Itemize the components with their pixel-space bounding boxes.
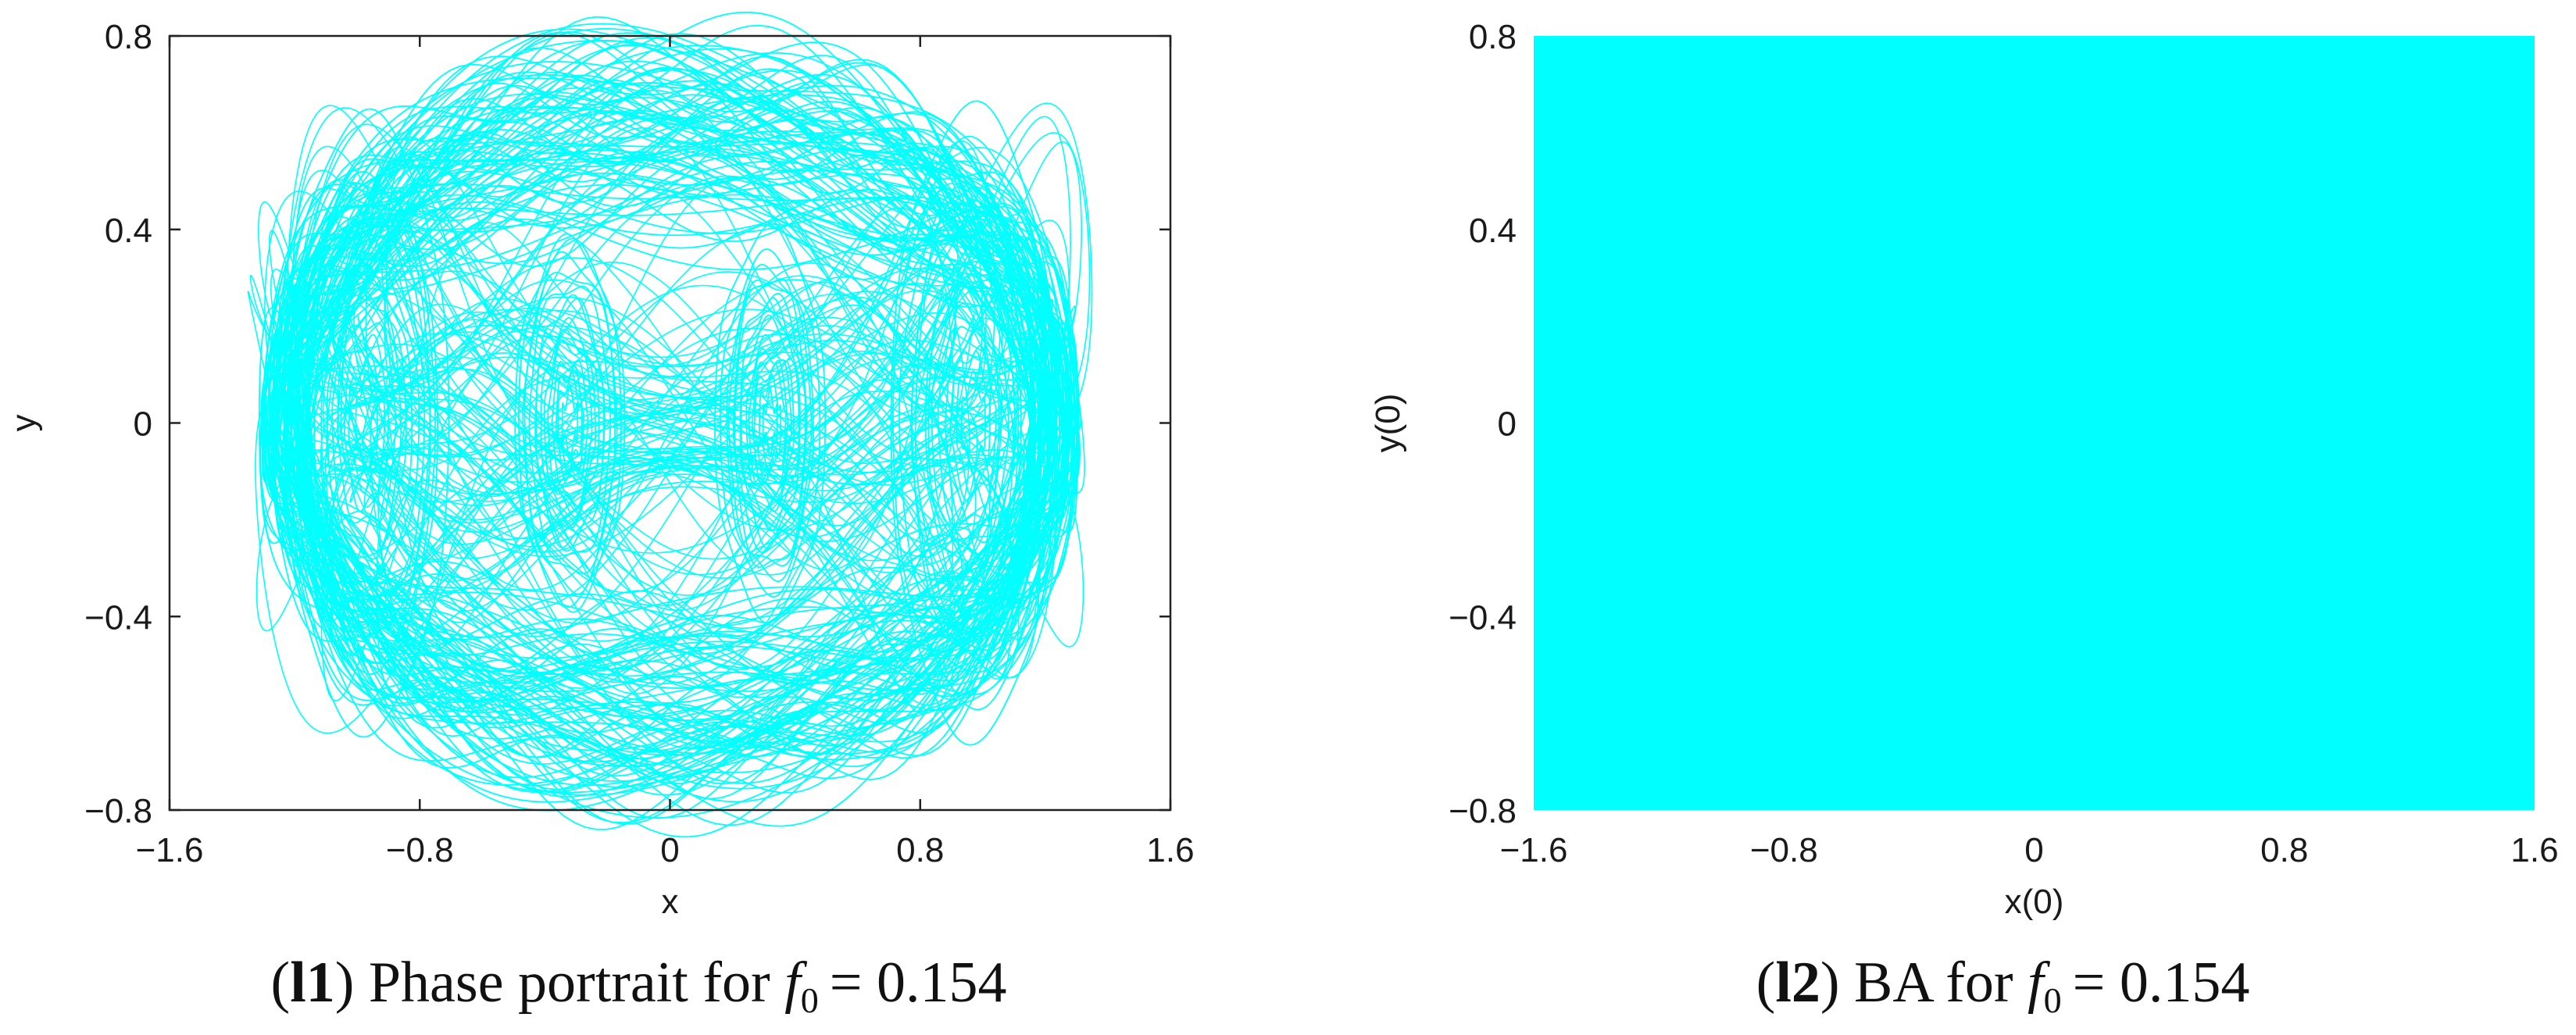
phase-portrait-panel: −1.6 −0.8 0 0.8 1.6−0.8−0.400.40.8 x y (l1) … [5, 11, 1195, 1020]
trajectory-strand [363, 284, 977, 554]
y-axis-label: y [5, 415, 43, 432]
trajectory-strand [339, 284, 1001, 576]
trajectory-strand [370, 327, 970, 545]
x-tick-label: −1.6 [1500, 831, 1568, 869]
caption-close-paren: ) [335, 951, 369, 1015]
spiral-loop [759, 373, 782, 473]
spiral-loop [514, 237, 626, 609]
trajectory-strand [257, 141, 1083, 750]
trajectory-strand [255, 147, 1085, 734]
trajectory-strand [249, 131, 1091, 698]
y-tick-label: −0.8 [84, 792, 152, 830]
x-tick-label: 0.8 [2260, 831, 2308, 869]
spiral-loop [302, 182, 431, 664]
y-tick-label: 0 [134, 405, 152, 444]
trajectory-strand [348, 264, 991, 560]
caption-eq: = 0.154 [2073, 951, 2250, 1015]
axis-ticks: −1.6 −0.8 0 0.8 1.6−0.8−0.400.40.8 [84, 18, 1194, 869]
y-tick-label: −0.4 [84, 598, 152, 637]
caption-close-paren: ) [1820, 951, 1854, 1015]
trajectory-strand [279, 107, 1061, 696]
y-tick-label: 0.8 [1469, 18, 1517, 56]
x-tick-label: −0.8 [386, 831, 454, 869]
trajectory-loop [261, 71, 1079, 796]
x-axis-label: x [662, 883, 679, 921]
trajectory-loop [260, 61, 1080, 796]
trajectory-loop [259, 84, 1081, 790]
panel-caption: (l1) Phase portrait for f0 = 0.154 [271, 951, 1007, 1020]
spiral-loop [344, 334, 390, 512]
trajectory-loop [272, 110, 1067, 744]
trajectory-strand [304, 257, 1036, 633]
y-tick-label: 0.8 [105, 18, 152, 56]
trajectory-strand [386, 195, 954, 623]
caption-sub: 0 [801, 980, 819, 1020]
trajectory-loop [305, 130, 1034, 728]
caption-text: BA for [1854, 951, 2013, 1015]
trajectory-strand [270, 287, 1070, 568]
caption-space [770, 951, 785, 1015]
spiral-loop [762, 387, 778, 459]
x-tick-label: 0 [2024, 831, 2043, 869]
phase-trajectory [247, 11, 1093, 838]
trajectory-strand [353, 275, 987, 596]
x-tick-label: −1.6 [136, 831, 204, 869]
spiral-loop [522, 272, 618, 574]
spiral-loop [523, 251, 616, 595]
trajectory-strand [370, 207, 970, 655]
spiral-loop [733, 277, 808, 569]
trajectory-strand [255, 141, 1084, 648]
y-tick-label: 0.4 [105, 212, 152, 250]
caption-eq: = 0.154 [830, 951, 1007, 1015]
trajectory-loop [304, 72, 1035, 788]
trajectory-strand [354, 286, 986, 560]
y-tick-label: 0.4 [1469, 212, 1517, 250]
spiral-loop [753, 363, 787, 483]
trajectory-loop [265, 45, 1075, 755]
caption-label: l1 [290, 951, 335, 1015]
spiral-loop [937, 302, 1009, 544]
axis-ticks: −1.6 −0.8 0 0.8 1.6−0.8−0.400.40.8 [1449, 18, 2558, 869]
basin-of-attraction-panel: −1.6 −0.8 0 0.8 1.6−0.8−0.400.40.8 x(0) y(0)… [1369, 18, 2559, 1020]
trajectory-strand [328, 178, 1012, 656]
x-tick-label: 0 [660, 831, 679, 869]
spiral-loop [534, 298, 606, 548]
x-tick-label: 0.8 [896, 831, 944, 869]
x-tick-label: 1.6 [1146, 831, 1194, 869]
y-tick-label: 0 [1498, 405, 1517, 444]
trajectory-loop [288, 112, 1052, 710]
spiral-loop [898, 184, 1049, 662]
x-tick-label: −0.8 [1750, 831, 1818, 869]
trajectory-loop [266, 141, 1073, 756]
caption-open-paren: ( [1756, 951, 1776, 1015]
x-axis-label: x(0) [2005, 883, 2064, 921]
x-tick-label: 1.6 [2510, 831, 2558, 869]
trajectory-strand [296, 179, 1044, 624]
y-tick-label: −0.4 [1449, 598, 1517, 637]
trajectory-strand [264, 190, 1076, 642]
y-axis-label: y(0) [1369, 394, 1407, 453]
trajectory-strand [315, 309, 1025, 556]
trajectory-strand [320, 289, 1020, 584]
trajectory-strand [291, 170, 1049, 671]
basin-fill [1534, 36, 2535, 810]
spiral-loop [295, 170, 438, 676]
panel-caption: (l2) BA for f0 = 0.154 [1756, 951, 2250, 1020]
caption-text: Phase portrait for [369, 951, 770, 1015]
y-tick-label: −0.8 [1449, 792, 1517, 830]
spiral-loop [927, 247, 1020, 599]
trajectory-loop [265, 197, 1075, 690]
caption-space [2013, 951, 2028, 1015]
caption-label: l2 [1775, 951, 1820, 1015]
spiral-loop [284, 108, 450, 738]
caption-sub: 0 [2044, 980, 2062, 1020]
trajectory-strand [337, 219, 1003, 611]
spiral-loop [561, 384, 579, 462]
caption-open-paren: ( [271, 951, 291, 1015]
trajectory-loop [289, 117, 1051, 683]
trajectory-loop [276, 94, 1064, 727]
